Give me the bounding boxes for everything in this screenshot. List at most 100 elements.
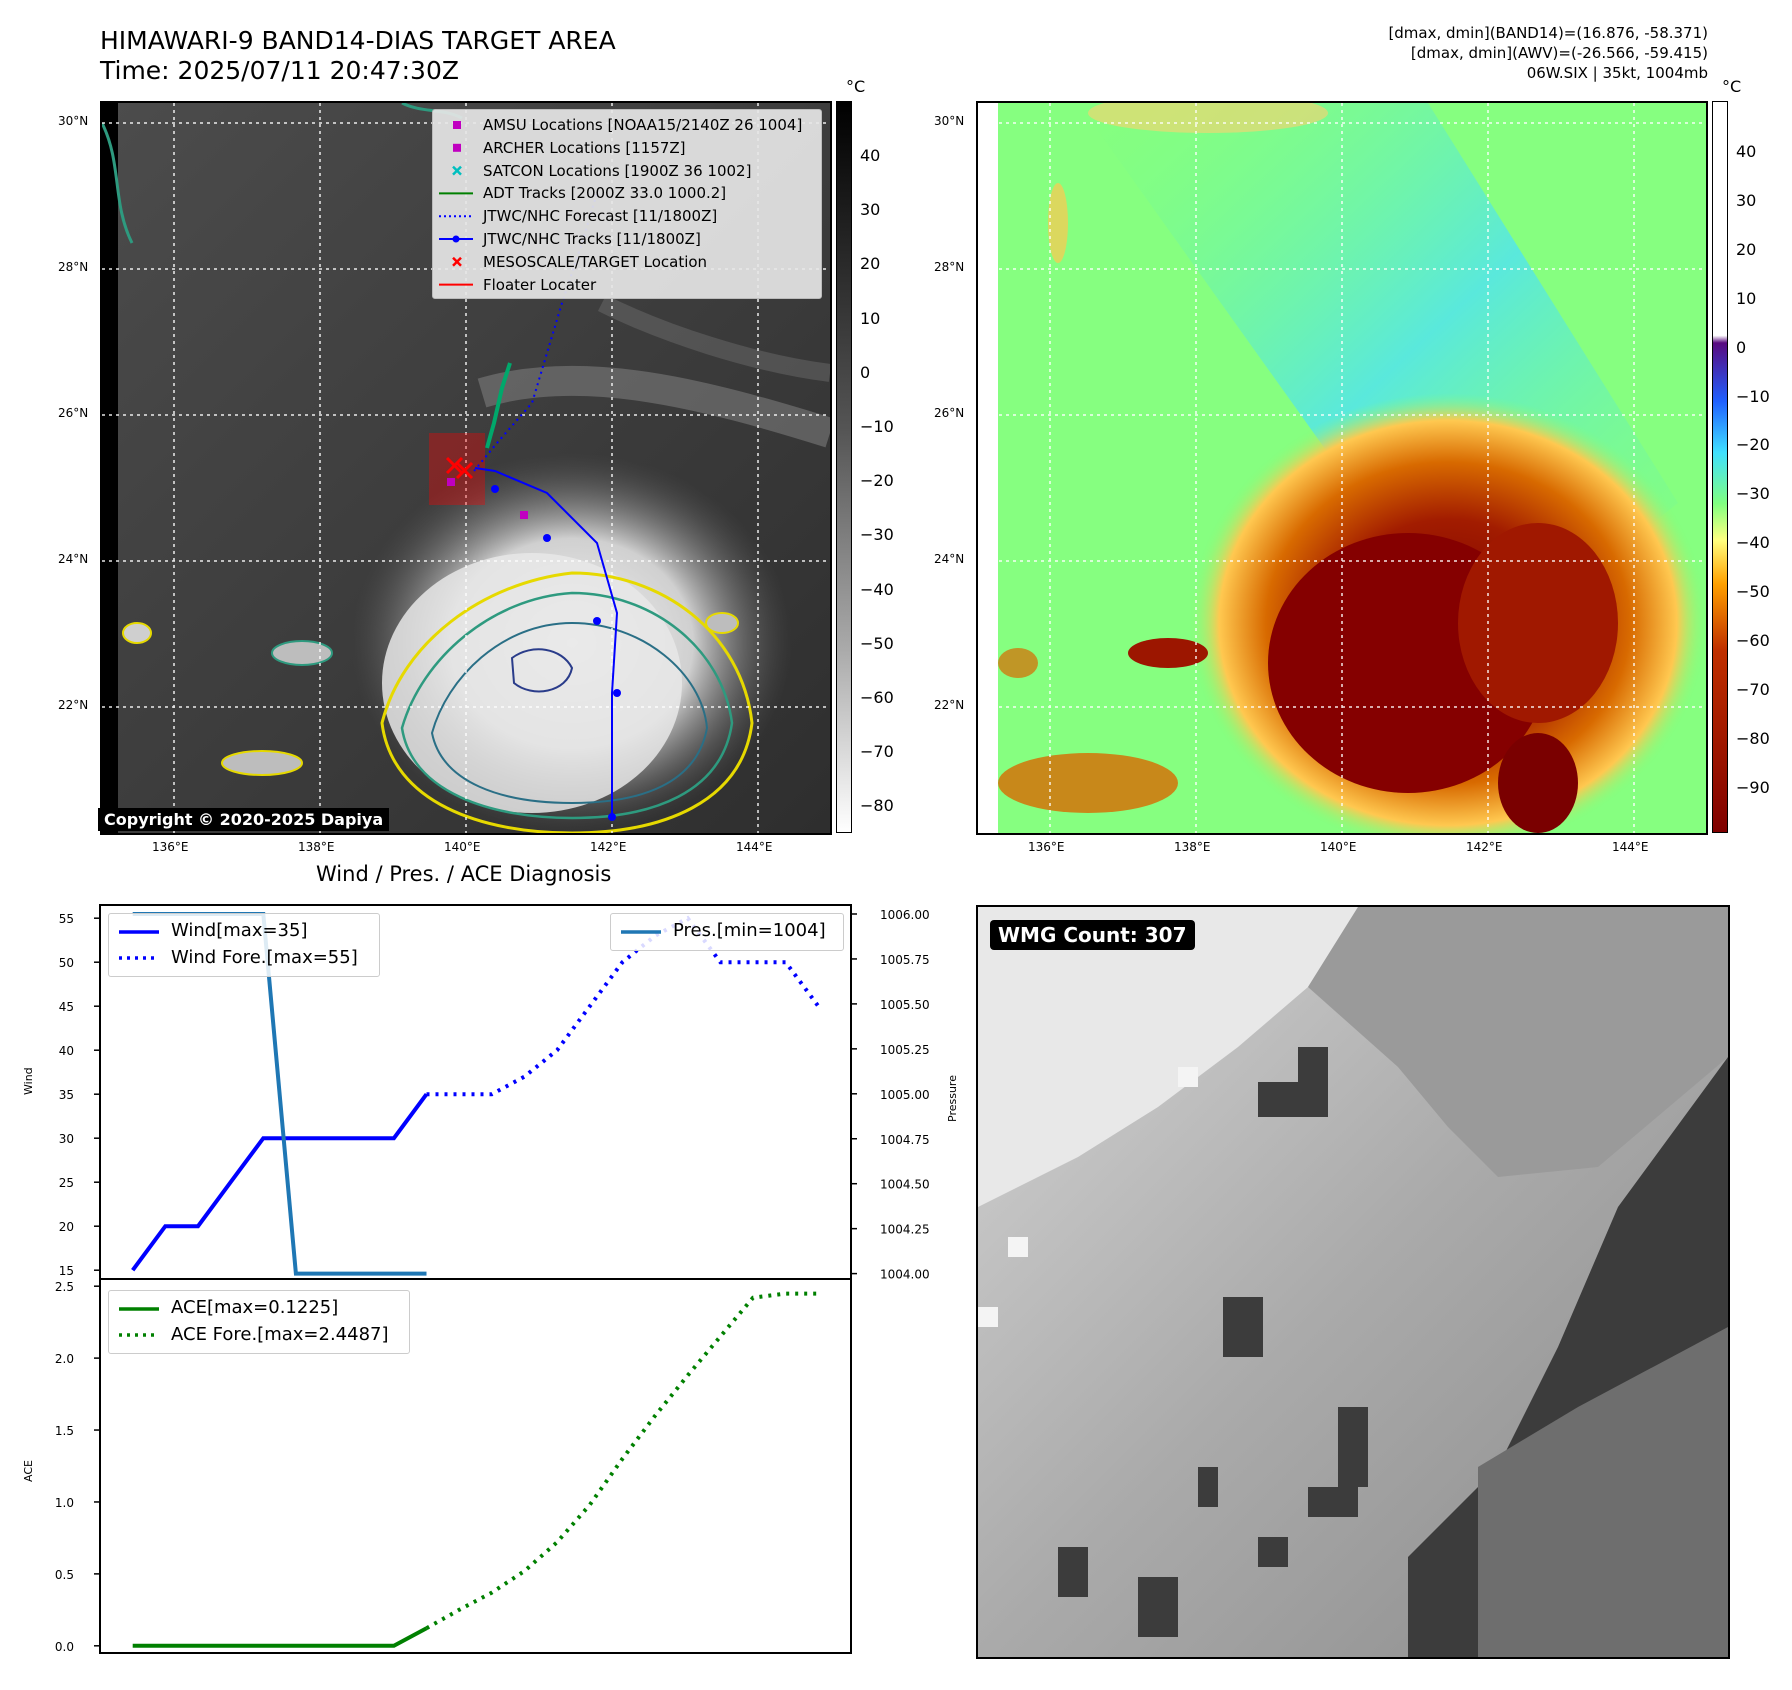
awv-lat-label: 26°N	[934, 406, 965, 420]
ace-tick-label: 1.0	[55, 1496, 74, 1510]
ir-lon-label: 136°E	[152, 840, 189, 854]
pressure-tick-label: 1004.00	[880, 1268, 930, 1282]
colorbar-left-tick: −50	[860, 633, 894, 653]
awv-lon-label: 140°E	[1320, 840, 1357, 854]
legend-item-amsu: AMSU Locations [NOAA15/2140Z 26 1004]	[483, 116, 803, 134]
legend-text: AMSU Locations [NOAA15/2140Z 26 1004] AR…	[483, 114, 802, 296]
ace-tick-label: 2.0	[55, 1352, 74, 1366]
awv-lon-label: 142°E	[1466, 840, 1503, 854]
pressure-tick-label: 1005.25	[880, 1043, 930, 1057]
colorbar-left	[836, 101, 852, 833]
pressure-tick-label: 1005.50	[880, 998, 930, 1012]
legend-marker	[452, 256, 462, 267]
awv-lon-label: 136°E	[1028, 840, 1065, 854]
colorbar-right	[1712, 101, 1728, 833]
colorbar-left-tick: −70	[860, 742, 894, 762]
colorbar-left-unit: °C	[846, 77, 866, 96]
wmg-image	[978, 907, 1728, 1657]
info-line2: [dmax, dmin](AWV)=(-26.566, -59.415)	[1410, 44, 1708, 62]
ace-tick-label: 2.5	[55, 1280, 74, 1294]
ir-lat-label: 28°N	[58, 260, 89, 274]
colorbar-left-tick: 10	[860, 308, 881, 328]
copyright-badge: Copyright © 2020-2025 Dapiya	[98, 808, 390, 831]
wind-forecast-series-line	[426, 915, 820, 1097]
legend-wind: Wind[max=35]	[171, 920, 308, 941]
colorbar-right-tick: −70	[1736, 679, 1770, 699]
colorbar-left-tick: −30	[860, 525, 894, 545]
wind-tick-label: 50	[59, 956, 74, 970]
info-line1: [dmax, dmin](BAND14)=(16.876, -58.371)	[1388, 24, 1708, 42]
colorbar-left-tick: −80	[860, 796, 894, 816]
diagnosis-title: Wind / Pres. / ACE Diagnosis	[316, 862, 612, 886]
colorbar-right-tick: 10	[1736, 288, 1757, 308]
ace-plot-frame	[99, 1278, 852, 1654]
wind-legend: Wind[max=35] Wind Fore.[max=55]	[108, 913, 380, 977]
legend-ace: ACE[max=0.1225]	[171, 1297, 339, 1318]
figure-title-line2: Time: 2025/07/11 20:47:30Z	[100, 56, 459, 85]
legend-item-adt: ADT Tracks [2000Z 33.0 1000.2]	[483, 184, 727, 203]
awv-map-image	[978, 103, 1706, 833]
legend-item-satcon: SATCON Locations [1900Z 36 1002]	[483, 161, 752, 180]
ace-tick-label: 1.5	[55, 1424, 74, 1438]
wind-tick-label: 20	[59, 1220, 74, 1234]
legend-ace-fore: ACE Fore.[max=2.4487]	[171, 1324, 389, 1345]
legend-item-floater: Floater Locater	[483, 275, 597, 294]
ir-lat-label: 26°N	[58, 406, 89, 420]
awv-lat-label: 30°N	[934, 114, 965, 128]
ace-legend-lines	[119, 1307, 159, 1337]
wind-series-line	[131, 1093, 429, 1272]
ir-lat-label: 24°N	[58, 552, 89, 566]
ir-lat-label: 22°N	[58, 698, 89, 712]
legend-marker	[452, 165, 462, 176]
pressure-legend: Pres.[min=1004]	[610, 913, 844, 951]
pressure-tick-label: 1005.00	[880, 1088, 930, 1102]
colorbar-left-tick: 30	[860, 200, 881, 220]
pressure-tick-label: 1004.50	[880, 1178, 930, 1192]
colorbar-right-tick: −40	[1736, 533, 1770, 553]
wind-tick-label: 35	[59, 1088, 74, 1102]
legend-item-archer: ARCHER Locations [1157Z]	[483, 138, 686, 157]
colorbar-right-tick: −20	[1736, 435, 1770, 455]
wind-tick-label: 45	[59, 1000, 74, 1014]
colorbar-left-tick: −40	[860, 579, 894, 599]
ir-lon-label: 142°E	[590, 840, 627, 854]
colorbar-right-tick: −30	[1736, 484, 1770, 504]
awv-lon-label: 144°E	[1612, 840, 1649, 854]
awv-map-panel	[976, 101, 1708, 835]
ir-map-legend: AMSU Locations [NOAA15/2140Z 26 1004] AR…	[432, 109, 822, 299]
pressure-tick-label: 1005.75	[880, 953, 930, 967]
legend-item-jtwc-tracks: JTWC/NHC Tracks [11/1800Z]	[483, 229, 701, 248]
colorbar-right-tick: −50	[1736, 582, 1770, 602]
ir-lon-label: 140°E	[444, 840, 481, 854]
legend-item-jtwc-forecast: JTWC/NHC Forecast [11/1800Z]	[483, 207, 718, 226]
wind-tick-label: 25	[59, 1176, 74, 1190]
colorbar-right-tick: 0	[1736, 337, 1747, 357]
colorbar-left-tick: −10	[860, 417, 894, 436]
colorbar-right-unit: °C	[1722, 77, 1742, 96]
wmg-panel	[976, 905, 1730, 1659]
info-line3: 06W.SIX | 35kt, 1004mb	[1526, 64, 1708, 82]
wind-tick-label: 40	[59, 1044, 74, 1058]
pressure-tick-label: 1006.00	[880, 908, 930, 922]
ir-lat-label: 30°N	[58, 114, 89, 128]
ace-tick-label: 0.5	[55, 1568, 74, 1582]
colorbar-left-tick: 20	[860, 254, 881, 274]
pressure-tick-label: 1004.25	[880, 1223, 930, 1237]
ace-tick-label: 0.0	[55, 1640, 74, 1654]
ace-forecast-series-line	[425, 1291, 819, 1630]
legend-wind-fore: Wind Fore.[max=55]	[171, 947, 358, 968]
colorbar-left-tick: 40	[860, 146, 881, 165]
awv-lon-label: 138°E	[1174, 840, 1211, 854]
colorbar-left-tick: −60	[860, 688, 894, 707]
colorbar-right-tick: −10	[1736, 386, 1770, 406]
colorbar-right-tick: −80	[1736, 728, 1770, 748]
legend-marker	[453, 121, 461, 129]
colorbar-left-tick: −20	[860, 471, 894, 491]
colorbar-right-tick: 40	[1736, 142, 1757, 161]
legend-marker	[439, 235, 473, 243]
awv-lat-label: 22°N	[934, 698, 965, 712]
awv-lat-label: 24°N	[934, 552, 965, 566]
wind-legend-lines	[119, 930, 159, 960]
colorbar-right-tick: −90	[1736, 777, 1770, 797]
colorbar-right-tick: 20	[1736, 239, 1757, 259]
